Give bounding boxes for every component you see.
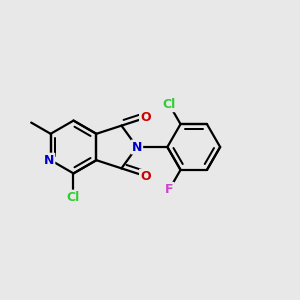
Text: O: O	[140, 169, 151, 183]
Text: O: O	[140, 111, 151, 124]
Text: Cl: Cl	[163, 98, 176, 111]
Text: N: N	[132, 140, 142, 154]
Text: Cl: Cl	[67, 191, 80, 204]
Text: F: F	[165, 183, 174, 196]
Text: N: N	[44, 154, 54, 167]
